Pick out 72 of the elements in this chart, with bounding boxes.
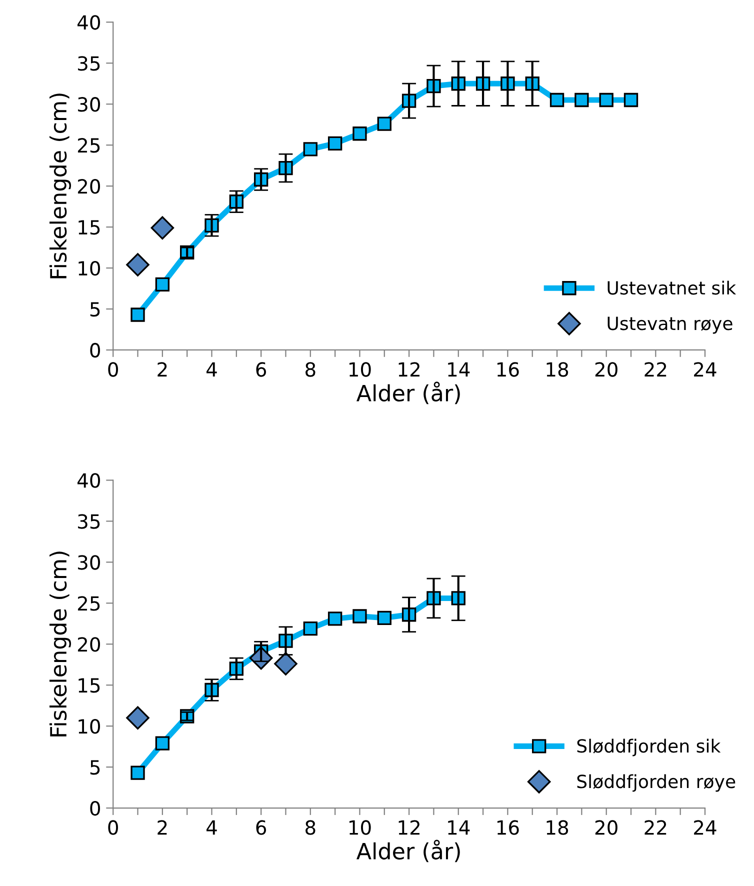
y-tick-label: 20 bbox=[78, 179, 100, 194]
y-axis-title: Fiskelengde (cm) bbox=[49, 552, 71, 736]
point bbox=[126, 706, 150, 730]
y-tick-label: 10 bbox=[78, 719, 100, 734]
y-tick-label: 25 bbox=[78, 138, 100, 153]
x-tick-label: 2 bbox=[158, 820, 167, 835]
x-tick-label: 22 bbox=[644, 362, 666, 377]
x-tick-label: 6 bbox=[256, 820, 266, 835]
point bbox=[550, 92, 564, 108]
x-tick-label: 0 bbox=[108, 820, 118, 835]
point bbox=[377, 116, 392, 131]
point bbox=[352, 126, 367, 141]
x-axis-title: Alder (år) bbox=[356, 840, 460, 862]
x-tick-label: 14 bbox=[448, 820, 470, 835]
point bbox=[624, 92, 638, 108]
x-tick-label: 4 bbox=[206, 362, 217, 377]
y-tick-label: 40 bbox=[78, 15, 100, 30]
point bbox=[377, 610, 392, 625]
y-axis-title: Fiskelengde (cm) bbox=[49, 94, 71, 278]
point bbox=[130, 766, 145, 780]
x-tick-label: 24 bbox=[694, 820, 716, 835]
legend-label: Ustevatn røye bbox=[608, 316, 732, 334]
x-tick-label: 8 bbox=[306, 820, 316, 835]
x-tick-label: 16 bbox=[497, 820, 519, 835]
y-tick-label: 0 bbox=[90, 800, 100, 816]
x-tick-label: 2 bbox=[158, 362, 167, 377]
y-tick-label: 30 bbox=[78, 555, 100, 570]
x-axis-title: Alder (år) bbox=[356, 382, 460, 404]
point bbox=[126, 253, 150, 276]
y-tick-label: 10 bbox=[78, 260, 100, 276]
y-tick-label: 5 bbox=[90, 760, 100, 775]
y-tick-label: 15 bbox=[78, 220, 100, 235]
x-tick-label: 10 bbox=[349, 362, 371, 377]
point bbox=[130, 308, 145, 322]
legend-label: Sløddfjorden sik bbox=[577, 738, 721, 756]
x-tick-label: 8 bbox=[306, 362, 316, 377]
x-tick-label: 16 bbox=[497, 362, 519, 377]
point bbox=[155, 277, 170, 292]
y-tick-label: 5 bbox=[90, 302, 100, 317]
y-tick-label: 25 bbox=[78, 596, 100, 611]
x-tick-label: 6 bbox=[256, 362, 266, 377]
y-tick-label: 35 bbox=[78, 56, 100, 71]
point bbox=[150, 216, 174, 240]
x-tick-label: 0 bbox=[108, 362, 118, 377]
legend-label: Sløddfjorden røye bbox=[577, 774, 736, 792]
point bbox=[303, 621, 318, 636]
x-tick-label: 14 bbox=[448, 362, 470, 377]
point bbox=[328, 136, 342, 151]
y-tick-label: 0 bbox=[90, 342, 100, 358]
point bbox=[155, 736, 170, 750]
x-tick-label: 12 bbox=[398, 820, 420, 835]
y-tick-label: 30 bbox=[78, 97, 100, 112]
y-tick-label: 35 bbox=[78, 514, 100, 529]
y-tick-label: 15 bbox=[78, 678, 100, 693]
x-tick-label: 10 bbox=[349, 820, 371, 835]
point bbox=[599, 92, 614, 108]
x-tick-label: 24 bbox=[694, 362, 716, 377]
x-tick-label: 20 bbox=[595, 362, 618, 377]
x-tick-label: 18 bbox=[546, 820, 568, 835]
point bbox=[303, 142, 318, 156]
y-tick-label: 20 bbox=[78, 637, 100, 652]
point bbox=[574, 92, 589, 108]
legend-label: Ustevatnet sik bbox=[608, 280, 736, 295]
x-tick-label: 12 bbox=[398, 362, 420, 377]
point bbox=[328, 612, 342, 626]
point bbox=[274, 652, 298, 676]
point bbox=[352, 609, 367, 624]
x-tick-label: 20 bbox=[595, 820, 618, 835]
x-tick-label: 4 bbox=[206, 820, 217, 835]
y-tick-label: 40 bbox=[78, 473, 100, 488]
x-tick-label: 18 bbox=[546, 362, 568, 377]
x-tick-label: 22 bbox=[644, 820, 666, 835]
